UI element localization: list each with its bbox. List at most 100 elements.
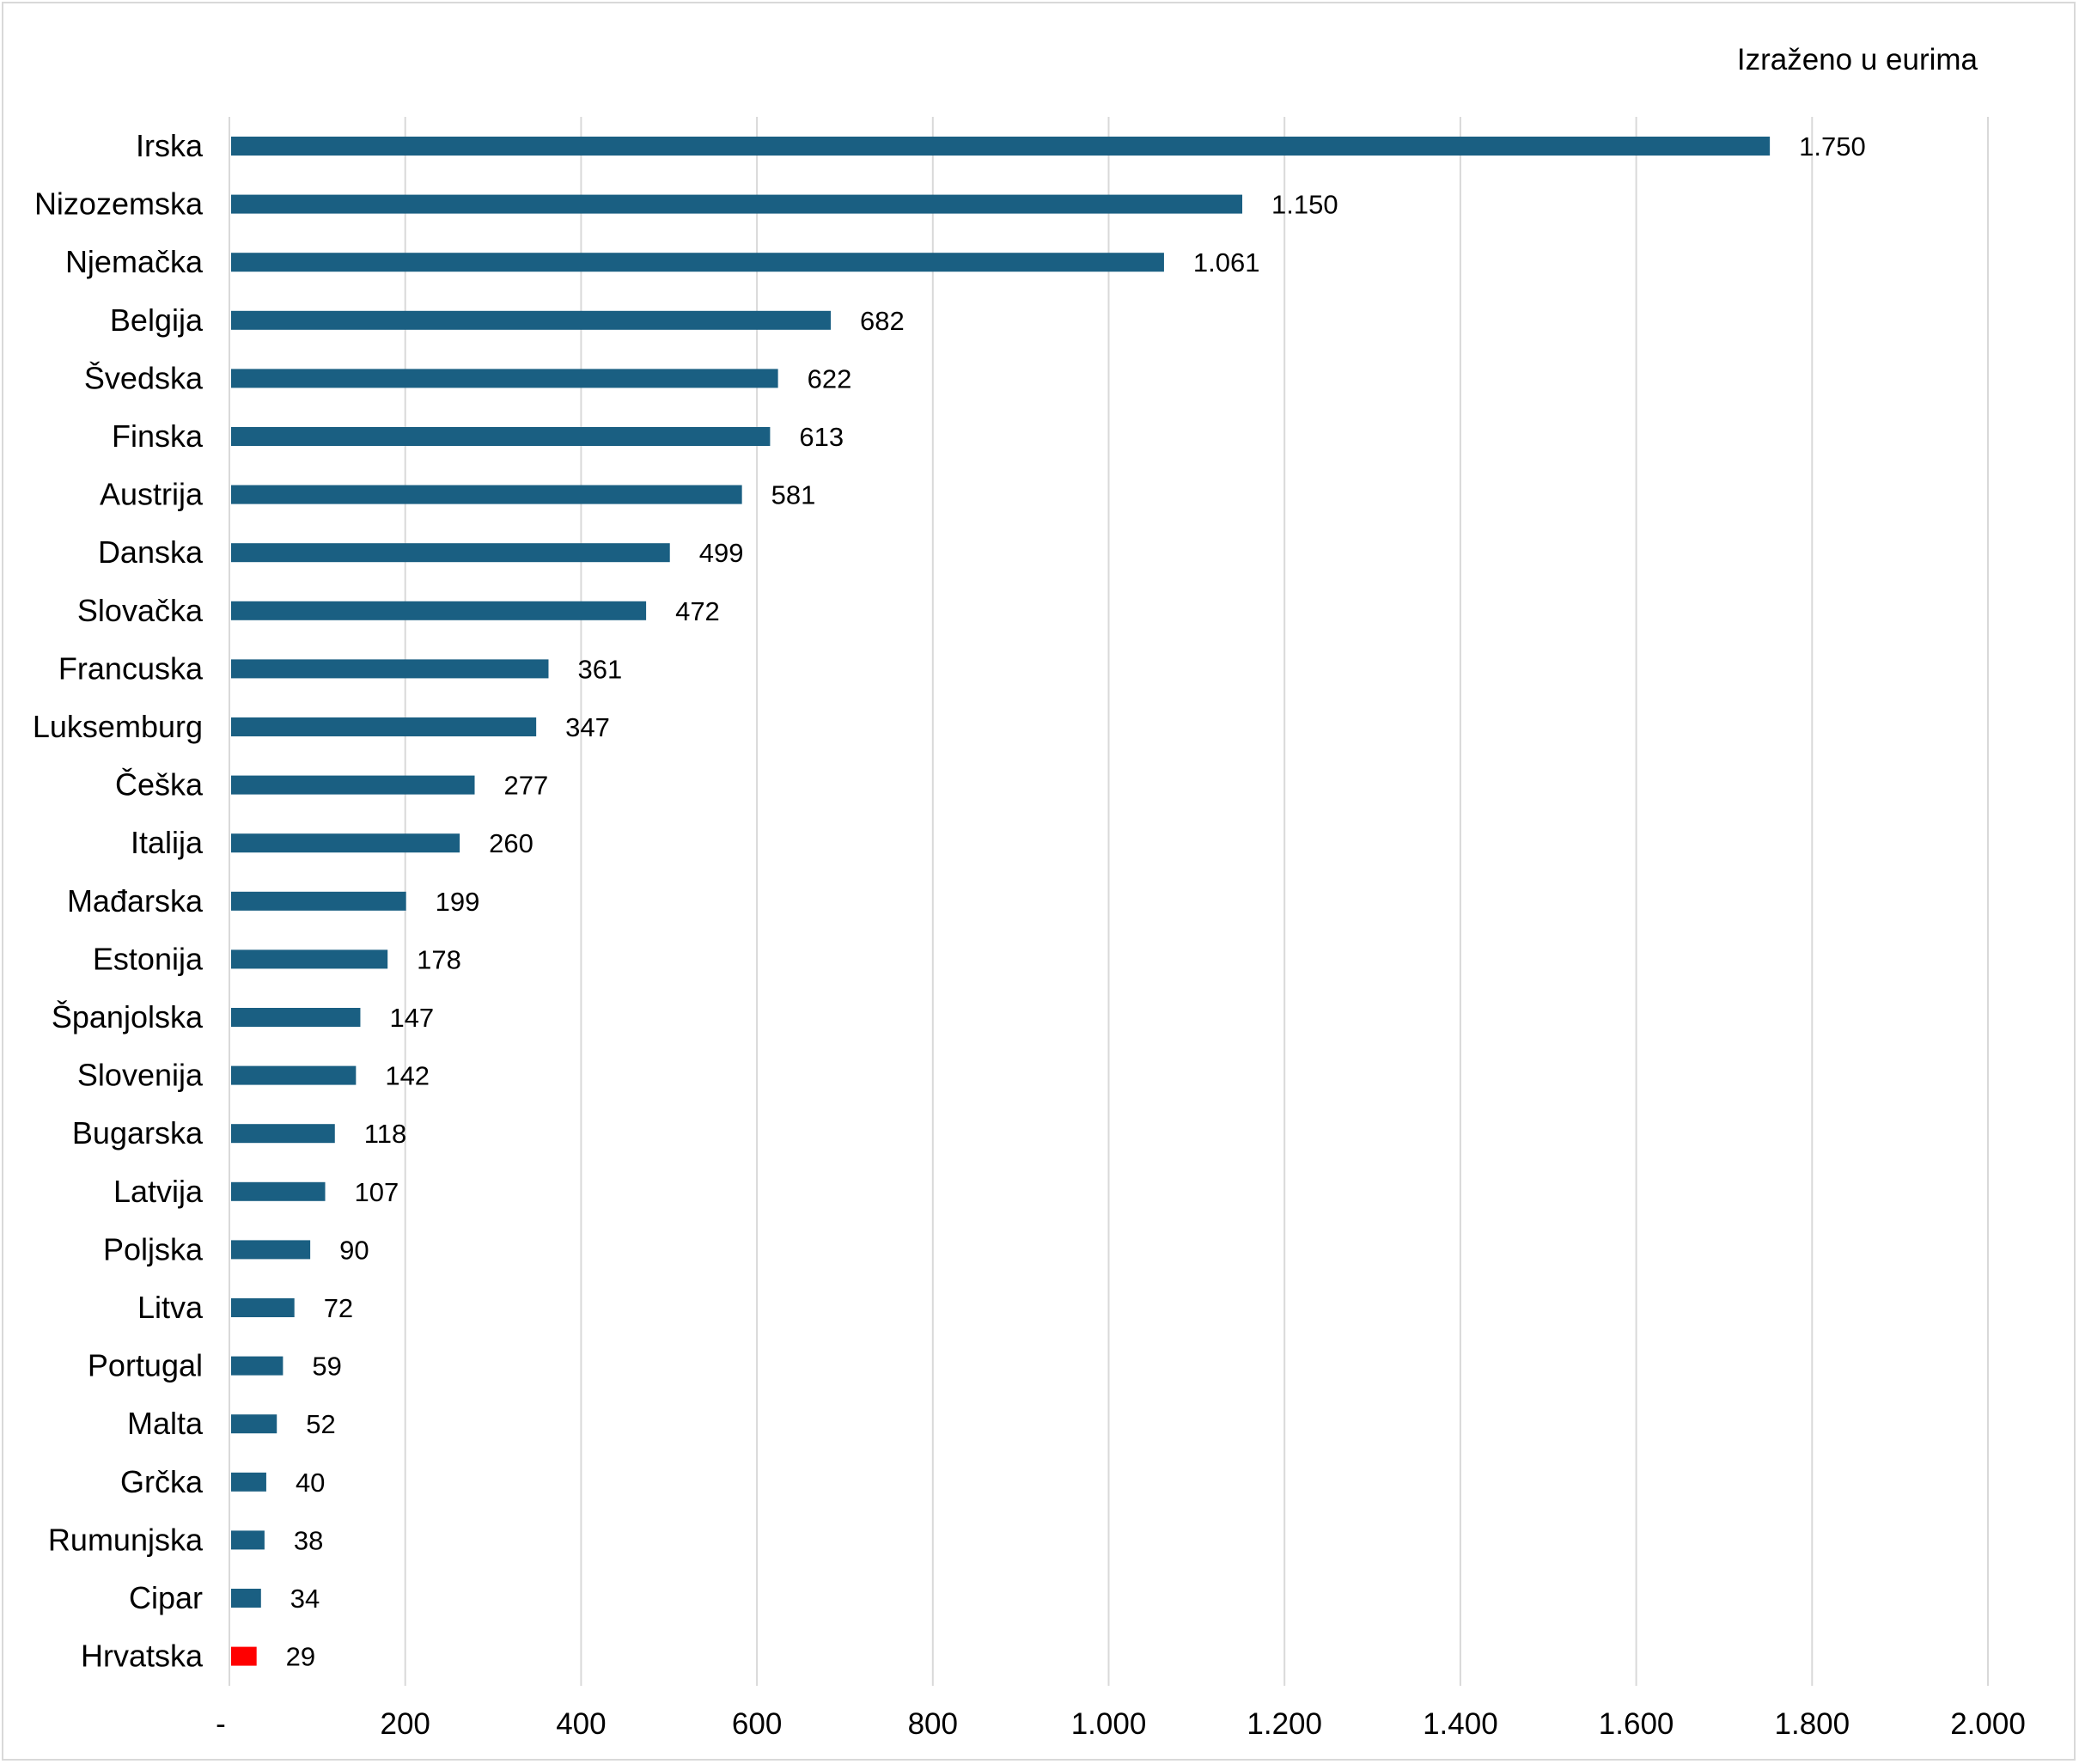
category-label: Slovenija <box>77 1058 204 1093</box>
bars <box>231 137 1771 1666</box>
value-label: 34 <box>290 1584 320 1614</box>
bar <box>231 1124 335 1144</box>
x-tick-label: 200 <box>380 1707 430 1741</box>
bar <box>231 949 388 969</box>
x-tick-label: 600 <box>732 1707 782 1741</box>
value-labels: 1.7501.1501.0616826226135814994723613472… <box>286 131 1866 1672</box>
category-label: Danska <box>98 534 204 570</box>
bar <box>231 1414 277 1434</box>
category-label: Portugal <box>88 1348 203 1383</box>
value-label: 199 <box>436 887 480 917</box>
bar <box>231 1356 284 1376</box>
bar <box>231 1181 326 1201</box>
bar <box>231 369 778 388</box>
bar <box>231 310 832 330</box>
value-label: 72 <box>324 1293 353 1323</box>
value-label: 118 <box>364 1119 406 1149</box>
category-label: Irska <box>136 128 204 163</box>
value-label: 622 <box>808 363 852 394</box>
x-tick-label: 800 <box>908 1707 958 1741</box>
value-label: 347 <box>565 712 610 742</box>
category-label: Finska <box>112 418 204 454</box>
value-label: 52 <box>306 1409 335 1439</box>
value-label: 277 <box>504 771 549 801</box>
value-label: 499 <box>699 538 744 568</box>
bar <box>231 1008 361 1027</box>
category-label: Slovačka <box>77 593 204 628</box>
category-label: Francuska <box>58 650 204 686</box>
value-label: 581 <box>771 480 816 510</box>
bar <box>231 1530 265 1550</box>
x-tick-label: 1.200 <box>1247 1707 1322 1741</box>
bar <box>231 137 1771 156</box>
bar <box>231 775 475 795</box>
category-label: Češka <box>115 767 204 803</box>
bar <box>231 485 742 504</box>
value-label: 40 <box>296 1468 325 1498</box>
category-label: Malta <box>127 1406 204 1441</box>
value-label: 361 <box>577 654 622 684</box>
category-label: Poljska <box>103 1231 204 1267</box>
bar <box>231 1240 311 1260</box>
value-label: 613 <box>799 422 844 452</box>
value-label: 472 <box>675 596 720 626</box>
bar <box>231 659 549 679</box>
value-label: 107 <box>355 1177 399 1207</box>
category-label: Mađarska <box>67 883 204 919</box>
category-label: Njemačka <box>65 244 204 279</box>
bar <box>231 253 1164 272</box>
category-label: Bugarska <box>72 1115 204 1151</box>
bar-chart: Irska Nizozemska Njemačka Belgija Švedska Fin… <box>33 117 2026 1741</box>
value-label: 260 <box>489 828 533 858</box>
x-tick-label: 2.000 <box>1950 1707 2026 1741</box>
bar <box>231 427 771 446</box>
value-label: 1.750 <box>1799 131 1866 162</box>
x-tick-label: 1.800 <box>1775 1707 1850 1741</box>
bar <box>231 194 1243 214</box>
category-label: Hrvatska <box>81 1639 204 1674</box>
bar <box>231 1065 357 1085</box>
value-label: 147 <box>389 1003 434 1033</box>
category-label: Cipar <box>129 1580 203 1615</box>
value-label: 59 <box>312 1352 341 1382</box>
bar <box>231 891 406 911</box>
gridlines <box>229 117 1989 1686</box>
category-label: Estonija <box>93 941 204 976</box>
bar <box>231 1589 261 1608</box>
bar <box>231 543 670 563</box>
category-label: Latvija <box>113 1174 204 1209</box>
x-axis-ticks: - 200 400 600 800 1.000 1.200 1.400 1.600 1.800 2.… <box>216 1707 2026 1741</box>
bar <box>231 717 537 736</box>
category-label: Grčka <box>120 1464 204 1499</box>
x-tick-label: 400 <box>556 1707 606 1741</box>
category-label: Luksemburg <box>33 709 203 744</box>
x-tick-label: 1.600 <box>1599 1707 1674 1741</box>
category-label: Rumunjska <box>48 1522 204 1557</box>
category-label: Švedska <box>84 360 204 395</box>
value-label: 90 <box>339 1235 369 1265</box>
category-label: Italija <box>131 825 204 860</box>
bar <box>231 1646 257 1666</box>
category-label: Austrija <box>100 477 204 512</box>
value-label: 1.061 <box>1193 247 1260 278</box>
bar <box>231 833 460 853</box>
value-label: 1.150 <box>1271 190 1338 220</box>
category-label: Španjolska <box>52 999 204 1035</box>
category-label: Belgija <box>110 302 204 338</box>
value-label: 142 <box>385 1061 430 1091</box>
value-label: 682 <box>860 306 905 336</box>
unit-note: Izraženo u eurima <box>1736 43 1978 76</box>
category-label: Nizozemska <box>34 186 204 222</box>
value-label: 38 <box>294 1525 323 1555</box>
category-labels: Irska Nizozemska Njemačka Belgija Švedska Fin… <box>33 128 204 1674</box>
value-label: 178 <box>417 944 461 974</box>
x-tick-label: - <box>216 1707 226 1741</box>
bar <box>231 601 647 620</box>
bar <box>231 1472 266 1492</box>
value-label: 29 <box>286 1642 315 1672</box>
x-tick-label: 1.000 <box>1071 1707 1147 1741</box>
x-tick-label: 1.400 <box>1423 1707 1498 1741</box>
category-label: Litva <box>137 1290 204 1325</box>
bar <box>231 1298 295 1317</box>
